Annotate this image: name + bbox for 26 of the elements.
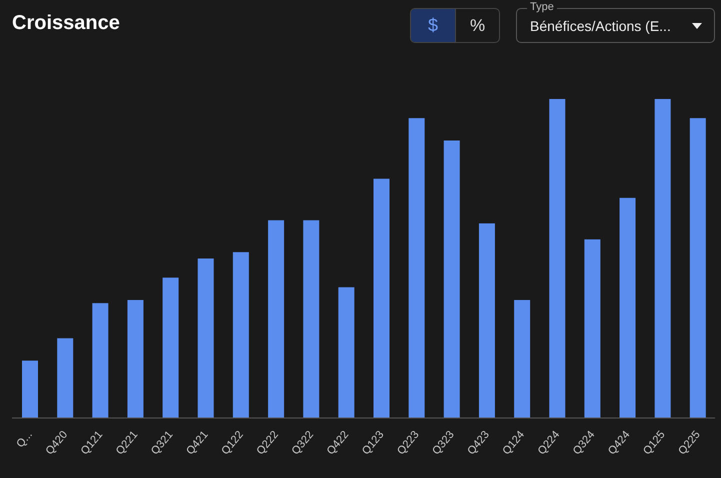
- bar: [232, 252, 249, 418]
- bar: [408, 118, 425, 418]
- bar: [127, 300, 144, 418]
- bar: [620, 198, 636, 418]
- bar: [549, 99, 566, 418]
- bar: [584, 239, 600, 418]
- bar: [374, 178, 390, 418]
- bar: [690, 118, 706, 418]
- bar: [654, 99, 671, 418]
- text: $: [411, 9, 455, 42]
- bar: [92, 303, 108, 418]
- bar: [268, 220, 284, 418]
- x-tick-label: Q...: [14, 428, 35, 450]
- bar: [57, 338, 74, 418]
- chart-title: Croissance: [12, 12, 120, 35]
- bar: [514, 300, 530, 418]
- text: Bénéfices/Actions (E...: [530, 18, 671, 34]
- bar: [198, 258, 214, 418]
- bar: [338, 287, 354, 418]
- bar: [162, 278, 179, 418]
- text: Type: [527, 1, 557, 13]
- bar: [478, 223, 495, 418]
- bar: [444, 140, 460, 418]
- text: %: [455, 9, 499, 42]
- bar: [303, 220, 320, 418]
- bar: [22, 360, 38, 418]
